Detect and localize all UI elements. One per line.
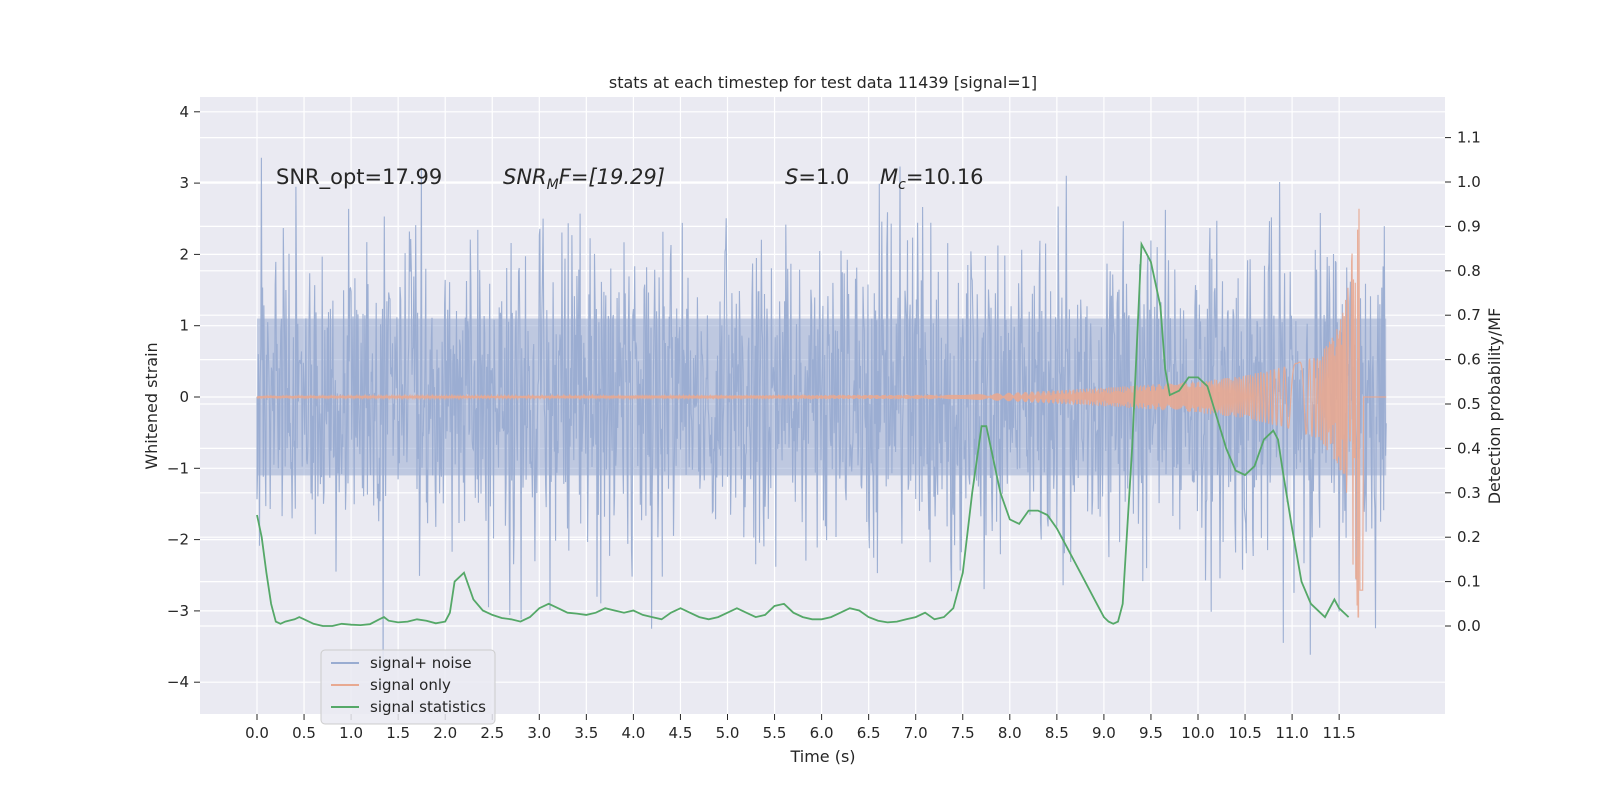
- y2-tick-label: 0.4: [1457, 439, 1481, 457]
- x-tick-label: 9.0: [1092, 724, 1116, 742]
- x-tick-label: 2.0: [433, 724, 457, 742]
- snr-mf-annotation: SNRMF=[19.29]: [503, 165, 665, 193]
- legend-box: [320, 649, 496, 725]
- x-tick-label: 8.5: [1045, 724, 1069, 742]
- y2-tick-label: 0.0: [1457, 617, 1481, 635]
- mc-annotation: Mc=10.16: [880, 165, 984, 193]
- y-axis-label: Whitened strain: [142, 342, 161, 469]
- y2-tick-label: 0.6: [1457, 351, 1481, 369]
- signal-only-series: [256, 208, 1387, 618]
- mc-label: M: [880, 165, 898, 189]
- legend-label-signal-only: signal only: [370, 676, 451, 694]
- x-tick-label: 10.0: [1181, 724, 1214, 742]
- x-tick-label: 11.5: [1322, 724, 1355, 742]
- y2-tick-label: 0.1: [1457, 573, 1481, 591]
- x-tick-label: 11.0: [1275, 724, 1308, 742]
- x-axis: 0.0 0.5 1.0 1.5 2.0 2.5 3.0 3.5 4.0 4.5 5.0 5.5 6.0 6…: [245, 714, 1356, 742]
- y2-tick-label: 0.9: [1457, 217, 1481, 235]
- x-tick-label: 1.0: [339, 724, 363, 742]
- y2-tick-label: 0.3: [1457, 484, 1481, 502]
- legend-label-signal-statistics: signal statistics: [370, 698, 486, 716]
- signal-statistics-series: [256, 240, 1350, 627]
- snr-mf-sub: M: [547, 177, 559, 193]
- x-tick-label: 7.5: [951, 724, 975, 742]
- x-tick-label: 6.0: [810, 724, 834, 742]
- signal-only-line: [256, 208, 1387, 618]
- x-tick-label: 5.5: [763, 724, 787, 742]
- s-label: S: [785, 165, 798, 189]
- x-tick-label: 0.5: [292, 724, 316, 742]
- y-axis-right: 1.1 1.0 0.9 0.8 0.7 0.6 0.5 0.4 0.3 0.2 0.1 0.0: [1445, 129, 1481, 635]
- mc-rest: =10.16: [906, 165, 984, 189]
- x-tick-label: 4.5: [669, 724, 693, 742]
- y-tick-label: −3: [167, 602, 189, 620]
- y2-tick-label: 1.0: [1457, 173, 1481, 191]
- x-tick-label: 0.0: [245, 724, 269, 742]
- annotations: SNR_opt=17.99 SNRMF=[19.29] S=1.0 Mc=10.…: [276, 165, 984, 193]
- y2-axis-label: Detection probability/MF: [1485, 308, 1504, 505]
- snr-mf-label: SNR: [503, 165, 547, 189]
- x-tick-label: 2.5: [480, 724, 504, 742]
- y2-tick-label: 1.1: [1457, 129, 1481, 147]
- x-tick-label: 3.0: [527, 724, 551, 742]
- y-tick-label: 0: [179, 388, 189, 406]
- x-tick-label: 8.0: [998, 724, 1022, 742]
- x-tick-label: 1.5: [386, 724, 410, 742]
- s-annotation: S=1.0: [785, 165, 849, 189]
- y2-tick-label: 0.8: [1457, 262, 1481, 280]
- y2-tick-label: 0.2: [1457, 528, 1481, 546]
- mc-sub: c: [898, 177, 906, 193]
- y-tick-label: −4: [167, 673, 189, 691]
- y2-tick-label: 0.5: [1457, 395, 1481, 413]
- y-tick-label: −2: [167, 531, 189, 549]
- x-tick-label: 9.5: [1139, 724, 1163, 742]
- y2-tick-label: 0.7: [1457, 306, 1481, 324]
- legend-label-signal-noise: signal+ noise: [370, 654, 472, 672]
- y-tick-label: −1: [167, 459, 189, 477]
- chart-title: stats at each timestep for test data 114…: [609, 73, 1037, 92]
- s-rest: =1.0: [798, 165, 849, 189]
- x-axis-label: Time (s): [789, 747, 855, 766]
- snr-mf-rest: F=[19.29]: [559, 165, 665, 189]
- x-tick-label: 6.5: [857, 724, 881, 742]
- x-tick-label: 4.0: [621, 724, 645, 742]
- y-axis-left: 4 3 2 1 0 −1 −2 −3 −4: [167, 103, 200, 691]
- x-tick-label: 7.0: [904, 724, 928, 742]
- x-tick-label: 3.5: [574, 724, 598, 742]
- signal-statistics-line: [256, 240, 1350, 627]
- x-tick-label: 5.0: [716, 724, 740, 742]
- y-tick-label: 4: [179, 103, 189, 121]
- legend: signal+ noise signal only signal statist…: [320, 649, 496, 725]
- x-tick-label: 10.5: [1228, 724, 1261, 742]
- y-tick-label: 3: [179, 174, 189, 192]
- snr-opt-annotation: SNR_opt=17.99: [276, 165, 442, 190]
- y-tick-label: 2: [179, 245, 189, 263]
- y-tick-label: 1: [179, 317, 189, 335]
